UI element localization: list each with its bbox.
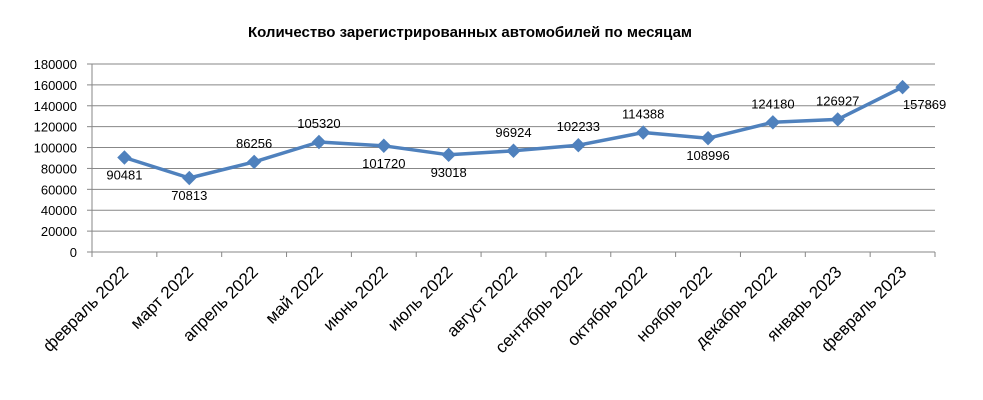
- data-point-marker: [441, 147, 456, 163]
- x-tick-label: февраль 2022: [39, 262, 132, 355]
- y-tick-label: 100000: [34, 141, 77, 156]
- data-label: 126927: [816, 93, 859, 108]
- data-label: 90481: [106, 167, 142, 182]
- data-point-marker: [182, 170, 197, 186]
- y-tick-label: 180000: [34, 57, 77, 72]
- data-label: 96924: [495, 125, 531, 140]
- data-point-marker: [830, 112, 845, 127]
- data-label: 114388: [622, 107, 664, 122]
- y-tick-label: 40000: [41, 203, 77, 218]
- y-tick-label: 120000: [34, 120, 77, 135]
- data-label: 101720: [362, 156, 405, 171]
- data-labels: 90481 70813 86256 105320 101720 93018 96924 102…: [106, 93, 946, 203]
- axes: [87, 63, 936, 257]
- y-tick-label: 0: [70, 245, 77, 260]
- data-point-marker: [571, 138, 586, 153]
- data-point-marker: [765, 115, 781, 130]
- x-tick-label: март 2022: [127, 262, 197, 332]
- data-label: 105320: [297, 116, 340, 131]
- series: [117, 79, 910, 186]
- data-label: 86256: [236, 136, 272, 151]
- data-point-marker: [506, 143, 521, 158]
- y-tick-label: 20000: [41, 224, 77, 239]
- data-point-marker: [700, 130, 716, 146]
- data-label: 70813: [171, 188, 207, 203]
- data-label: 124180: [751, 96, 794, 111]
- data-point-marker: [376, 138, 392, 153]
- data-point-marker: [117, 150, 132, 165]
- data-label: 157869: [903, 97, 946, 112]
- data-point-marker: [635, 125, 651, 140]
- chart-title: Количество зарегистрированных автомобиле…: [248, 24, 692, 41]
- data-point-marker: [895, 79, 910, 95]
- y-tick-labels: 0 20000 40000 60000 80000 100000 120000 140000 1…: [34, 57, 77, 260]
- data-point-marker: [311, 134, 327, 150]
- data-label: 108996: [686, 148, 729, 163]
- data-label: 93018: [431, 165, 467, 180]
- data-label: 102233: [557, 119, 600, 134]
- y-tick-label: 80000: [41, 161, 77, 176]
- y-tick-label: 160000: [34, 78, 77, 93]
- x-tick-label: май 2022: [262, 262, 327, 327]
- data-point-marker: [246, 154, 262, 170]
- y-tick-label: 140000: [34, 99, 77, 114]
- y-tick-label: 60000: [41, 182, 77, 197]
- x-tick-label: июнь 2022: [319, 262, 391, 334]
